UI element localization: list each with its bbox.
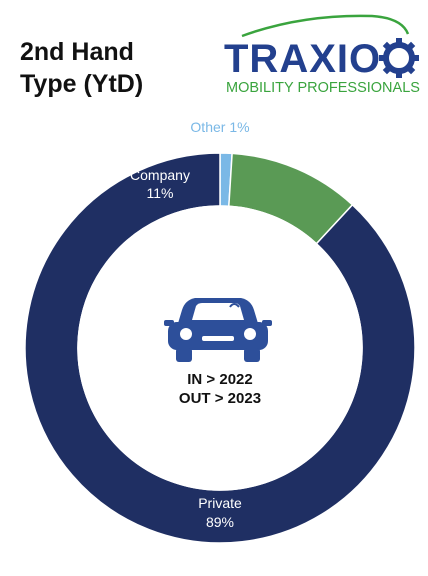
inner-label-company-0: 10% [166,231,194,247]
logo-wordmark: TRAXIO [224,37,381,81]
logo-swoosh [241,14,410,38]
logo-tagline: MOBILITY PROFESSIONALS [226,80,420,96]
chart-title: 2nd Hand Type (YtD) [20,36,143,100]
car-icon [164,298,272,362]
outer-label-company-0: Company [130,167,190,183]
slice-labels: Private 89% Company 11% Other 1% 89% 10% [130,119,250,530]
center-label-in: IN > 2022 [187,371,252,388]
title-line-2: Type (YtD) [20,70,144,98]
title-line-1: 2nd Hand [20,38,134,66]
outer-label-private-0: Private [198,495,242,511]
outer-label-other-0: Other 1% [190,119,249,135]
outer-label-private-1: 89% [206,514,234,530]
gear-icon [379,38,419,78]
traxio-logo: TRAXIO MOBILITY PROFESSIONALS [224,14,420,96]
outer-label-company-1: 11% [147,185,174,201]
center-label-out: OUT > 2023 [179,390,261,407]
inner-label-private-0: 89% [206,442,234,458]
